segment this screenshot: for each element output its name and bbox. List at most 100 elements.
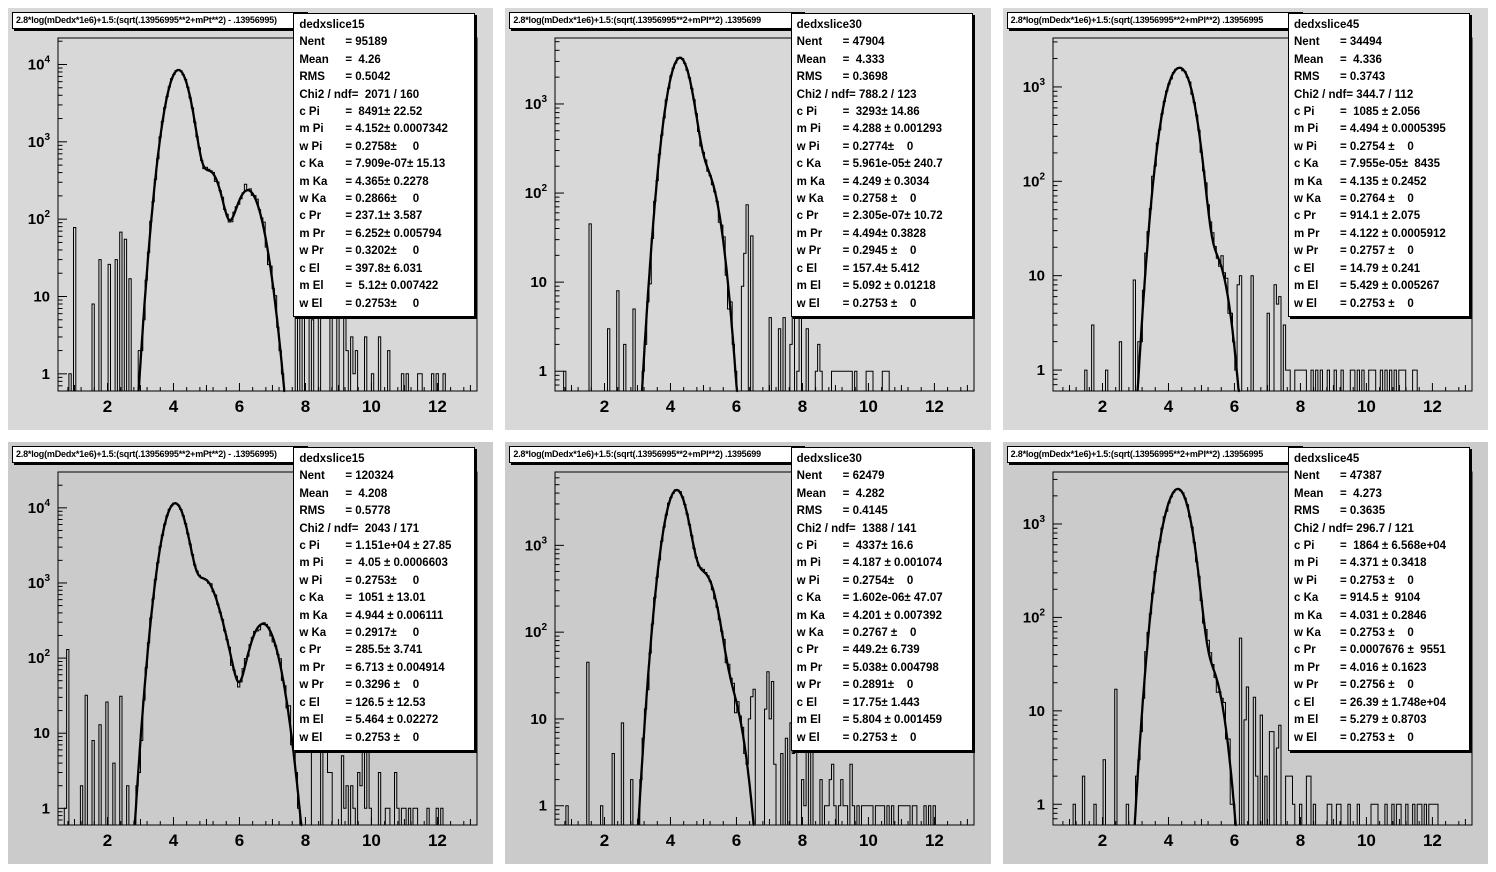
svg-text:4: 4 [1163,397,1173,416]
stats-line: w Pi = 0.2753± 0 [299,574,420,587]
stats-line: m Ka = 4.944 ± 0.006111 [299,609,444,622]
stats-line: Nent = 34494 [1294,36,1382,49]
svg-text:1: 1 [539,798,547,815]
stats-line: c Pr = 2.305e-07± 10.72 [796,210,943,223]
stats-line: c El = 17.75± 1.443 [796,696,920,709]
stats-line: m Pi = 4.288 ± 0.001293 [796,123,943,136]
stats-line: m El = 5.12± 0.007422 [299,280,439,293]
stats-line: w Ka = 0.2764 ± 0 [1294,193,1414,206]
stats-line: m Pr = 4.016 ± 0.1623 [1294,661,1427,674]
stats-line: w Pi = 0.2774± 0 [796,140,914,153]
stats-line: c El = 397.8± 6.031 [299,262,423,275]
stats-line: c Pr = 0.0007676 ± 9551 [1294,644,1446,657]
plot-title: 2.8*log(mDedx*1e6)+1.5:(sqrt(.13956995**… [1010,449,1264,459]
stats-box: dedxslice30 Nent = 47904 Mean = 4.333 RMS = 0… [790,13,973,317]
stats-line: m Pi = 4.05 ± 0.0006603 [299,557,448,570]
svg-text:10: 10 [531,274,548,291]
stats-hist-name: dedxslice45 [1294,453,1360,465]
plot-title: 2.8*log(mDedx*1e6)+1.5:(sqrt(.13956995**… [1010,15,1264,25]
plot-title-box: 2.8*log(mDedx*1e6)+1.5:(sqrt(.13956995**… [1006,12,1303,29]
plot-title-box: 2.8*log(mDedx*1e6)+1.5:(sqrt(.13956995**… [12,446,308,463]
stats-line: Mean = 4.333 [796,53,885,66]
svg-text:8: 8 [301,397,310,416]
svg-text:104: 104 [28,498,51,517]
stats-line: Nent = 47904 [796,36,885,49]
svg-text:10: 10 [1357,831,1376,850]
stats-line: m El = 5.279 ± 0.8703 [1294,714,1427,727]
svg-text:8: 8 [1295,831,1304,850]
stats-line: RMS = 0.4145 [796,505,888,518]
stats-hist-name: dedxslice15 [299,453,365,465]
stats-line: Mean = 4.208 [299,487,388,500]
plot-title-box: 2.8*log(mDedx*1e6)+1.5:(sqrt(.13956995**… [509,446,806,463]
svg-text:4: 4 [666,831,676,850]
svg-text:2: 2 [1097,397,1106,416]
stats-line: m Ka = 4.249 ± 0.3034 [796,175,930,188]
svg-text:6: 6 [235,397,244,416]
stats-line: m Pi = 4.494 ± 0.0005395 [1294,123,1446,136]
stats-line: m Pi = 4.187 ± 0.001074 [796,557,943,570]
stats-line: w El = 0.2753 ± 0 [796,297,917,310]
histogram-pad: 2 4 6 8 10 12 1 10 102 103 104 2.8*log(mDedx*1e6)+… [8,442,494,864]
stats-line: c Pr = 914.1 ± 2.075 [1294,210,1421,223]
svg-text:6: 6 [235,831,244,850]
stats-hist-name: dedxslice30 [796,453,862,465]
stats-line: w Ka = 0.2866± 0 [299,193,420,206]
svg-text:6: 6 [732,397,741,416]
histogram-plot: 2 4 6 8 10 12 1 10 102 103 [525,471,975,850]
stats-line: c Pr = 449.2± 6.739 [796,644,920,657]
plot-title-box: 2.8*log(mDedx*1e6)+1.5:(sqrt(.13956995**… [1006,446,1303,463]
stats-line: Chi2 / ndf = 1388 / 141 [796,522,917,535]
stats-line: m Pr = 5.038± 0.004798 [796,661,939,674]
svg-text:2: 2 [600,831,609,850]
svg-text:12: 12 [1423,397,1442,416]
svg-text:12: 12 [428,397,447,416]
stats-line: w Pi = 0.2754± 0 [796,574,914,587]
stats-line: w Pr = 0.3296 ± 0 [299,679,420,692]
svg-text:12: 12 [925,397,944,416]
svg-text:104: 104 [28,54,51,73]
stats-line: Mean = 4.282 [796,487,885,500]
stats-line: RMS = 0.3698 [796,71,888,84]
svg-text:10: 10 [531,711,548,728]
stats-line: c Ka = 1.602e-06± 47.07 [796,592,943,605]
svg-text:8: 8 [301,831,310,850]
stats-line: Chi2 / ndf = 296.7 / 121 [1294,522,1414,535]
stats-box: dedxslice15 Nent = 120324 Mean = 4.208 RMS = … [293,447,476,751]
stats-line: w Ka = 0.2767 ± 0 [796,627,917,640]
svg-text:4: 4 [1163,831,1173,850]
stats-line: m Pr = 6.713 ± 0.004914 [299,661,445,674]
svg-text:102: 102 [525,622,548,641]
stats-line: Nent = 47387 [1294,470,1382,483]
stats-line: m Ka = 4.135 ± 0.2452 [1294,175,1427,188]
stats-line: c Pi = 1085 ± 2.056 [1294,106,1421,119]
stats-line: Chi2 / ndf = 2043 / 171 [299,522,420,535]
stats-line: Chi2 / ndf = 344.7 / 112 [1294,88,1414,101]
stats-line: m Pi = 4.371 ± 0.3418 [1294,557,1427,570]
svg-text:1: 1 [1036,362,1044,379]
stats-line: c Pr = 237.1± 3.587 [299,210,423,223]
stats-line: m Ka = 4.031 ± 0.2846 [1294,609,1427,622]
stats-line: Nent = 120324 [299,470,394,483]
svg-text:10: 10 [362,831,381,850]
svg-text:8: 8 [798,831,807,850]
plot-title-box: 2.8*log(mDedx*1e6)+1.5:(sqrt(.13956995**… [12,12,308,29]
svg-text:102: 102 [28,209,51,228]
histogram-plot: 2 4 6 8 10 12 1 10 102 103 104 [28,471,478,850]
stats-line: w El = 0.2753 ± 0 [1294,297,1414,310]
plot-title: 2.8*log(mDedx*1e6)+1.5:(sqrt(.13956995**… [513,449,761,459]
svg-text:10: 10 [33,289,50,306]
stats-line: c Ka = 914.5 ± 9104 [1294,592,1421,605]
stats-line: m Pr = 4.494± 0.3828 [796,227,927,240]
plot-title-box: 2.8*log(mDedx*1e6)+1.5:(sqrt(.13956995**… [509,12,806,29]
histogram-pad: 2 4 6 8 10 12 1 10 102 103 104 2.8*log(mDedx*1e6)+… [8,8,494,430]
stats-line: RMS = 0.5042 [299,71,391,84]
stats-hist-name: dedxslice45 [1294,19,1360,31]
stats-line: c El = 26.39 ± 1.748e+04 [1294,696,1447,709]
plot-title: 2.8*log(mDedx*1e6)+1.5:(sqrt(.13956995**… [16,449,277,459]
svg-text:2: 2 [103,397,112,416]
svg-text:102: 102 [28,648,51,667]
stats-box: dedxslice30 Nent = 62479 Mean = 4.282 RMS = 0… [790,447,973,751]
stats-line: m El = 5.092 ± 0.01218 [796,280,936,293]
svg-text:103: 103 [525,94,548,113]
